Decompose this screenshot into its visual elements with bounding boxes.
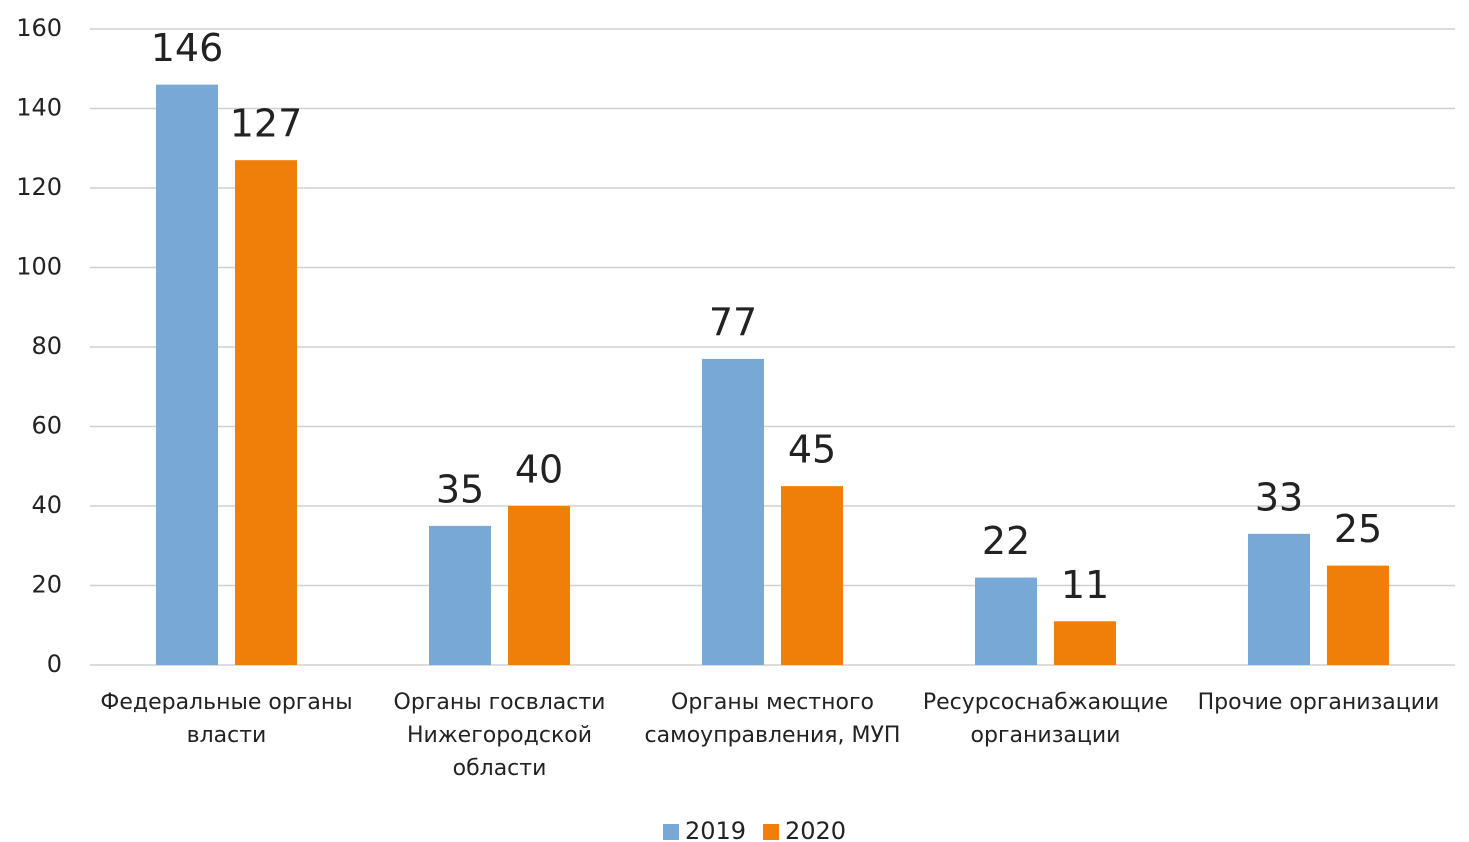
legend-swatch — [663, 824, 679, 840]
bar — [781, 486, 843, 665]
bar — [975, 577, 1037, 665]
bar — [1054, 621, 1116, 665]
y-tick-label: 20 — [31, 571, 62, 599]
data-label: 45 — [788, 428, 836, 472]
y-tick-label: 60 — [31, 412, 62, 440]
x-tick-label: Прочие организации — [1197, 690, 1440, 715]
y-tick-label: 160 — [16, 14, 62, 42]
y-tick-label: 40 — [31, 491, 62, 519]
y-tick-label: 100 — [16, 253, 62, 281]
bar — [235, 160, 297, 666]
y-tick-label: 0 — [47, 650, 62, 678]
y-tick-label: 140 — [16, 94, 62, 122]
legend-label: 2020 — [785, 817, 846, 842]
bar — [702, 358, 764, 665]
bar — [156, 84, 218, 665]
bar — [429, 525, 491, 665]
bar — [508, 506, 570, 665]
legend-label: 2019 — [685, 817, 746, 842]
y-tick-label: 80 — [31, 332, 62, 360]
legend-swatch — [763, 824, 779, 840]
data-label: 127 — [230, 102, 303, 146]
x-tick-label: Ресурсоснабжающие организации — [922, 690, 1169, 748]
x-tick-label: Федеральные органы власти — [100, 690, 353, 748]
data-label: 22 — [982, 519, 1030, 563]
x-tick-label: Органы местного самоуправления, МУП — [644, 690, 901, 748]
bar — [1327, 565, 1389, 665]
y-tick-label: 120 — [16, 173, 62, 201]
data-label: 35 — [436, 467, 484, 511]
data-label: 40 — [515, 448, 563, 492]
data-label: 11 — [1061, 563, 1109, 607]
x-tick-label: Органы госвласти Нижегородской области — [393, 690, 606, 781]
data-label: 77 — [709, 300, 757, 344]
data-label: 33 — [1255, 475, 1303, 519]
data-label: 146 — [151, 26, 224, 70]
bar — [1248, 533, 1310, 665]
data-label: 25 — [1334, 507, 1382, 551]
